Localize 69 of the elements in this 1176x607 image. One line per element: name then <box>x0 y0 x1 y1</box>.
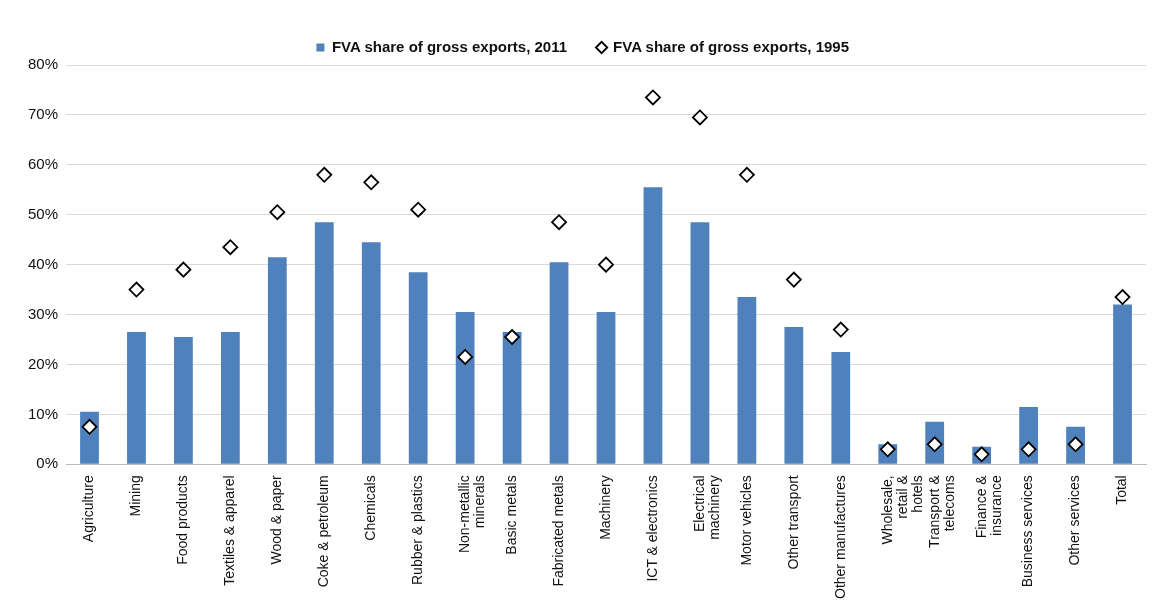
bar <box>831 351 851 464</box>
y-tick-label: 40% <box>27 254 59 272</box>
point <box>504 329 520 345</box>
x-tick-label: ICT & electronics <box>643 475 660 582</box>
x-tick-label: Other manufactures <box>831 475 848 600</box>
y-tick-label: 10% <box>27 404 59 422</box>
bar <box>455 312 475 464</box>
y-tick-label: 80% <box>27 55 59 73</box>
y-tick-label: 70% <box>27 105 59 123</box>
x-tick-label: Fabricated metals <box>549 475 566 587</box>
y-tick-label: 20% <box>27 354 59 372</box>
x-tick-label: Business services <box>1019 475 1036 588</box>
bar <box>643 187 663 464</box>
point <box>410 201 427 218</box>
x-tick-label: Coke & petroleum <box>315 475 332 588</box>
x-tick-label: Textiles & apparel <box>221 475 238 586</box>
x-tick-label: Food products <box>174 475 191 565</box>
point <box>269 204 286 221</box>
x-tick-label: Basic metals <box>502 475 519 555</box>
bar <box>690 222 710 464</box>
x-tick-label: Other services <box>1066 475 1083 566</box>
x-tick-label: Machinery <box>596 475 613 540</box>
point <box>598 256 614 273</box>
legend-label: FVA share of gross exports, 2011 <box>331 37 568 55</box>
y-tick-label: 0% <box>36 454 59 472</box>
x-tick-label: Non-metallic minerals <box>456 475 488 554</box>
bar <box>549 262 569 464</box>
y-tick-label: 30% <box>27 304 59 322</box>
point <box>879 441 896 458</box>
point <box>692 109 708 126</box>
point <box>316 166 333 183</box>
point <box>1114 289 1131 305</box>
y-tick-label: 50% <box>27 204 59 222</box>
bar <box>737 297 757 464</box>
point <box>645 89 661 106</box>
point <box>175 261 192 278</box>
x-tick-label: Mining <box>127 475 144 517</box>
point <box>785 271 802 288</box>
point <box>551 214 567 231</box>
x-tick-label: Total <box>1113 475 1130 505</box>
y-tick-label: 60% <box>27 154 59 172</box>
point <box>128 281 145 298</box>
x-tick-label: Rubber & plastics <box>409 475 426 585</box>
point <box>81 418 98 435</box>
bar <box>596 312 616 464</box>
x-tick-label: Agriculture <box>80 475 97 543</box>
bar <box>1113 304 1132 464</box>
point <box>738 166 755 183</box>
bar <box>220 332 240 464</box>
bar <box>127 332 146 464</box>
point <box>363 174 380 191</box>
legend-label: FVA share of gross exports, 1995 <box>613 37 850 55</box>
bar <box>267 257 287 464</box>
bar <box>361 242 381 464</box>
point <box>1020 441 1037 458</box>
x-tick-label: Other transport <box>784 475 801 570</box>
x-tick-label: Chemicals <box>362 475 379 541</box>
bar <box>502 332 522 464</box>
bar <box>784 327 804 464</box>
x-tick-label: Motor vehicles <box>737 475 754 566</box>
bar <box>314 222 334 464</box>
point <box>222 239 239 256</box>
bar <box>408 272 428 464</box>
x-tick-label: Wood & paper <box>268 474 285 565</box>
x-tick-label: Wholesale, retail & hotels <box>878 474 926 545</box>
bar <box>174 337 193 464</box>
point <box>832 321 849 338</box>
x-tick-label: Electrical machinery <box>690 475 723 540</box>
point <box>457 349 474 365</box>
